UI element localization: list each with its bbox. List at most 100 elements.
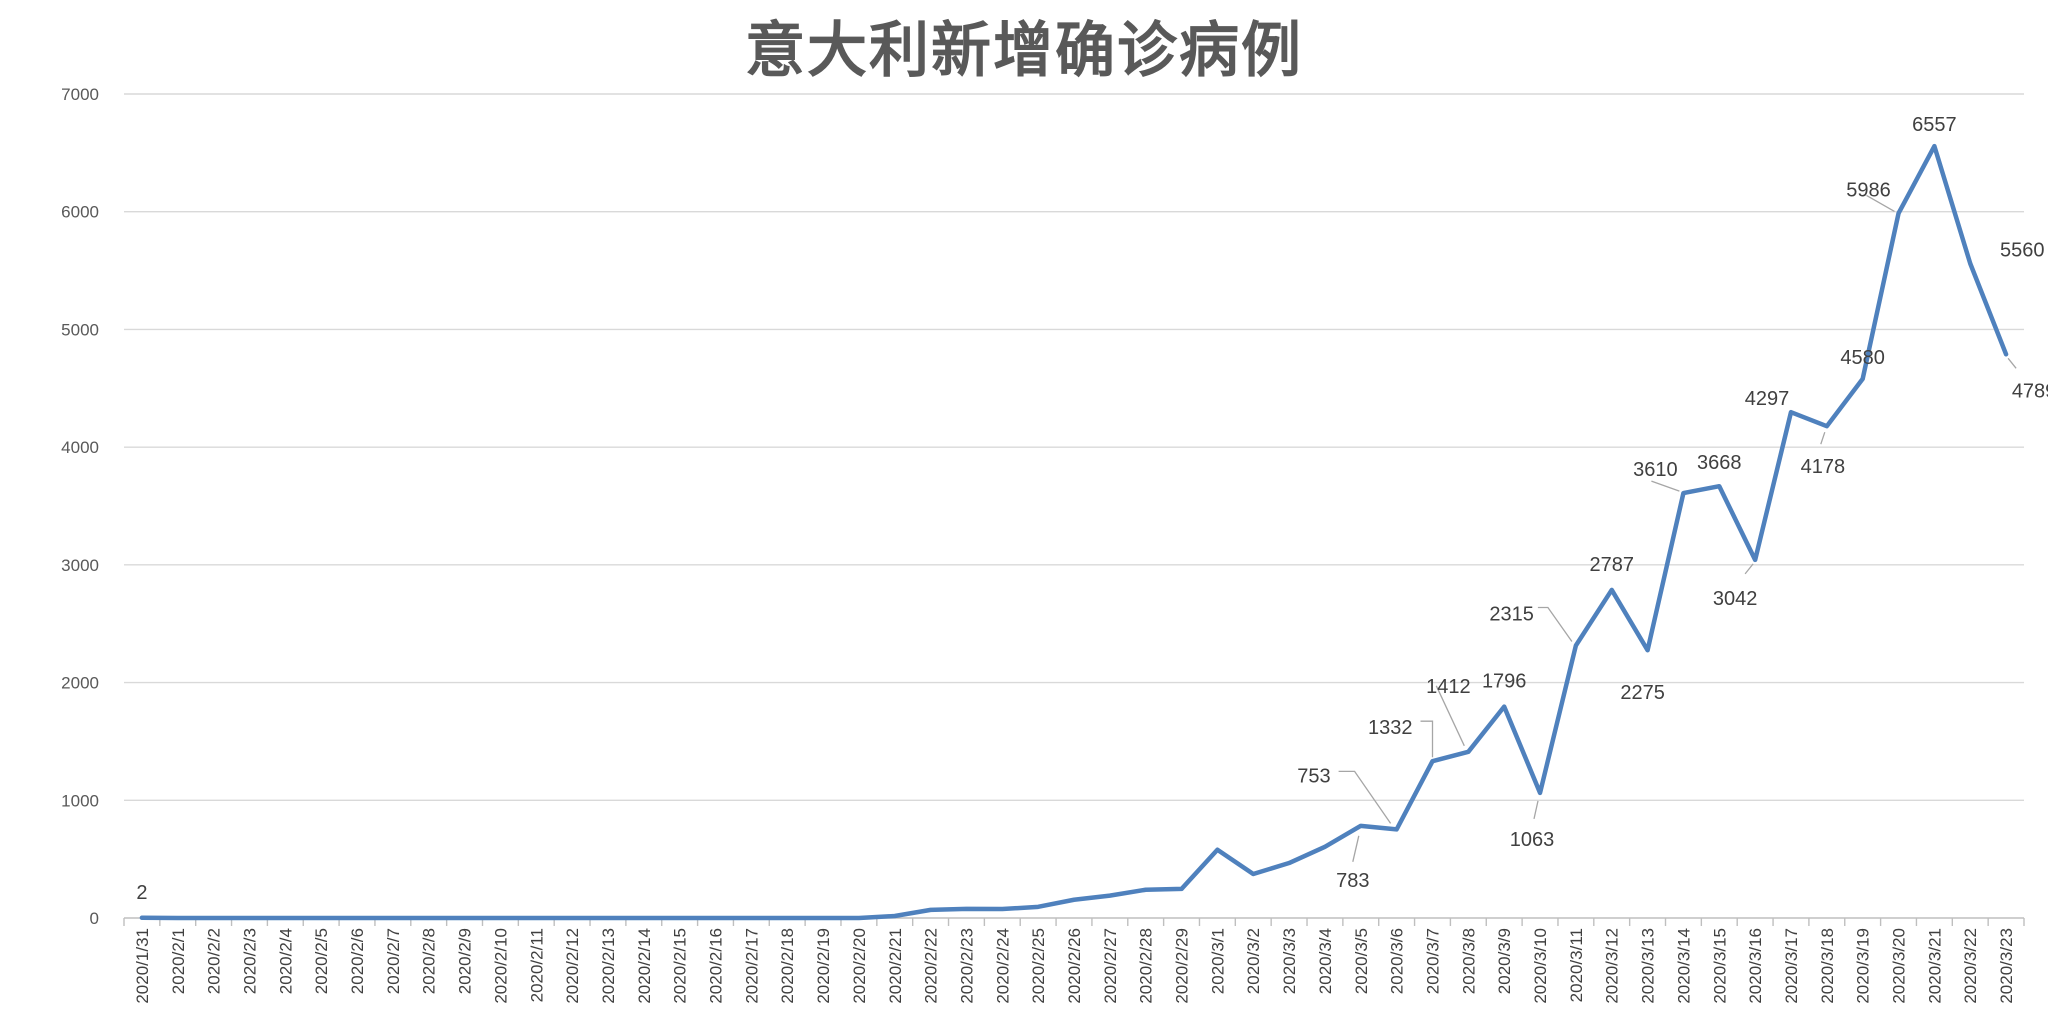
x-tick-label: 2020/2/22 — [922, 928, 941, 1004]
data-label-44: 3668 — [1697, 452, 1742, 474]
data-label-leader-49 — [1866, 194, 1895, 212]
x-tick-label: 2020/2/24 — [993, 928, 1012, 1004]
data-label-0: 2 — [136, 882, 147, 904]
x-tick-label: 2020/2/10 — [491, 928, 510, 1004]
data-label-leader-47 — [1820, 431, 1826, 445]
x-tick-label: 2020/2/25 — [1029, 928, 1048, 1004]
x-tick-label: 2020/3/9 — [1495, 928, 1514, 994]
data-label-34: 783 — [1336, 870, 1369, 892]
data-label-leader-45 — [1744, 563, 1754, 575]
data-label-leader-36 — [1420, 720, 1434, 758]
x-tick-label: 2020/1/31 — [133, 928, 152, 1004]
x-tick-label: 2020/3/12 — [1603, 928, 1622, 1004]
x-tick-label: 2020/2/16 — [707, 928, 726, 1004]
x-tick-label: 2020/3/19 — [1854, 928, 1873, 1004]
x-tick-label: 2020/3/14 — [1674, 928, 1693, 1004]
y-tick-label-2000: 2000 — [61, 674, 99, 693]
y-tick-label-7000: 7000 — [61, 85, 99, 104]
x-tick-label: 2020/2/18 — [778, 928, 797, 1004]
x-tick-label: 2020/2/21 — [886, 928, 905, 1004]
x-tick-label: 2020/2/9 — [456, 928, 475, 994]
x-tick-label: 2020/2/12 — [563, 928, 582, 1004]
x-tick-label: 2020/2/15 — [671, 928, 690, 1004]
x-tick-label: 2020/3/2 — [1244, 928, 1263, 994]
x-tick-label: 2020/3/1 — [1208, 928, 1227, 994]
x-tick-label: 2020/2/1 — [169, 928, 188, 994]
data-label-40: 2315 — [1489, 603, 1534, 625]
x-tick-label: 2020/2/28 — [1137, 928, 1156, 1004]
x-tick-label: 2020/2/29 — [1173, 928, 1192, 1004]
x-tick-label: 2020/2/23 — [957, 928, 976, 1004]
data-label-35: 753 — [1297, 765, 1330, 787]
data-label-leader-34 — [1352, 835, 1360, 862]
x-tick-label: 2020/3/7 — [1423, 928, 1442, 994]
data-label-42: 2275 — [1620, 682, 1665, 704]
data-label-49: 5986 — [1846, 179, 1891, 201]
y-tick-label-4000: 4000 — [61, 438, 99, 457]
x-tick-label: 2020/2/14 — [635, 928, 654, 1004]
x-tick-label: 2020/3/11 — [1567, 928, 1586, 1002]
data-label-47: 4178 — [1801, 456, 1846, 478]
data-label-51: 5560 — [2000, 240, 2045, 262]
x-tick-label: 2020/3/3 — [1280, 928, 1299, 994]
x-tick-label: 2020/2/4 — [276, 928, 295, 994]
data-labels: 2 783 753 1332 1412 1796 1063 2315 2787 2275 3610 3… — [136, 114, 2048, 904]
x-tick-label: 2020/2/13 — [599, 928, 618, 1004]
x-tick-label: 2020/2/6 — [348, 928, 367, 994]
x-tick-label: 2020/3/15 — [1710, 928, 1729, 1004]
data-label-37: 1412 — [1426, 676, 1471, 698]
data-label-leader-35 — [1338, 770, 1392, 824]
data-label-46: 4297 — [1745, 388, 1790, 410]
data-label-leader-52 — [2007, 357, 2017, 369]
x-tick-label: 2020/2/20 — [850, 928, 869, 1004]
data-label-39: 1063 — [1510, 829, 1555, 851]
x-tick-label: 2020/2/17 — [742, 928, 761, 1004]
data-label-45: 3042 — [1713, 588, 1758, 610]
data-label-52: 4789 — [2012, 380, 2048, 402]
x-tick-label: 2020/3/5 — [1352, 928, 1371, 994]
data-label-36: 1332 — [1368, 717, 1413, 739]
data-label-41: 2787 — [1589, 554, 1634, 576]
y-tick-label-0: 0 — [90, 909, 99, 928]
x-tick-label: 2020/3/6 — [1388, 928, 1407, 994]
x-tick-label: 2020/3/4 — [1316, 928, 1335, 994]
data-label-38: 1796 — [1482, 671, 1527, 693]
x-tick-label: 2020/2/8 — [420, 928, 439, 994]
x-tick-label: 2020/3/13 — [1639, 928, 1658, 1004]
data-label-leader-40 — [1537, 606, 1573, 642]
y-tick-label-6000: 6000 — [61, 203, 99, 222]
chart-title: 意大利新增确诊病例 — [745, 16, 1303, 86]
x-tick-label: 2020/2/5 — [312, 928, 331, 994]
data-label-leader-39 — [1533, 800, 1539, 820]
x-axis-ticks: 2020/1/31 2020/2/1 2020/2/2 2020/2/3 2020/2/… — [133, 928, 2016, 1004]
data-label-leader-43 — [1651, 480, 1680, 492]
label-leaders — [1338, 194, 2017, 862]
x-tick-label: 2020/2/11 — [527, 928, 546, 1002]
x-tick-label: 2020/3/20 — [1890, 928, 1909, 1004]
x-tick-label: 2020/2/7 — [384, 928, 403, 994]
x-tick-label: 2020/2/3 — [240, 928, 259, 994]
series-line — [139, 143, 2009, 921]
x-tick-label: 2020/3/16 — [1746, 928, 1765, 1004]
x-tick-label: 2020/2/2 — [205, 928, 224, 994]
x-tick-label: 2020/3/10 — [1531, 928, 1550, 1004]
x-tick-label: 2020/3/18 — [1818, 928, 1837, 1004]
x-tick-label: 2020/3/8 — [1459, 928, 1478, 994]
x-tick-label: 2020/2/27 — [1101, 928, 1120, 1004]
x-tick-label: 2020/3/23 — [1997, 928, 2016, 1004]
y-tick-label-3000: 3000 — [61, 556, 99, 575]
x-tick-label: 2020/2/19 — [814, 928, 833, 1004]
y-tick-label-1000: 1000 — [61, 791, 99, 810]
data-label-leader-37 — [1435, 685, 1465, 747]
x-tick-label: 2020/3/22 — [1961, 928, 1980, 1004]
gridlines — [124, 93, 2024, 801]
y-tick-label-5000: 5000 — [61, 320, 99, 339]
x-tick-label: 2020/2/26 — [1065, 928, 1084, 1004]
data-label-48: 4580 — [1840, 347, 1885, 369]
y-axis-ticks: 0 1000 2000 3000 4000 5000 6000 7000 — [61, 85, 99, 928]
data-label-50: 6557 — [1912, 114, 1957, 136]
series — [139, 143, 2009, 921]
x-tick-label: 2020/3/17 — [1782, 928, 1801, 1004]
data-label-43: 3610 — [1633, 459, 1678, 481]
